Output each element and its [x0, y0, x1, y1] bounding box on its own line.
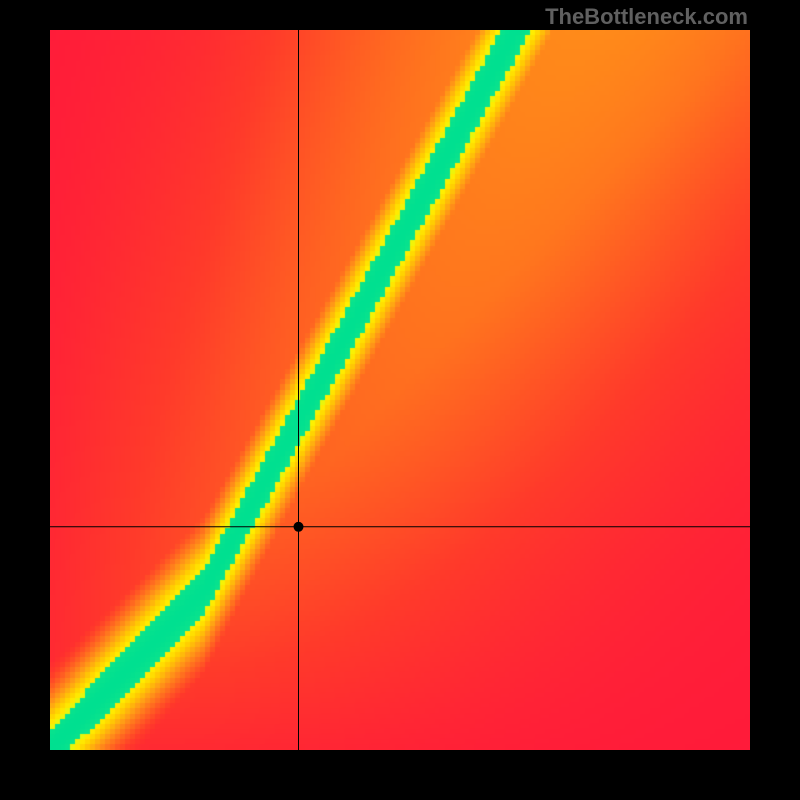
watermark-text: TheBottleneck.com — [545, 4, 748, 30]
chart-container: TheBottleneck.com — [0, 0, 800, 800]
bottleneck-heatmap — [50, 30, 750, 750]
